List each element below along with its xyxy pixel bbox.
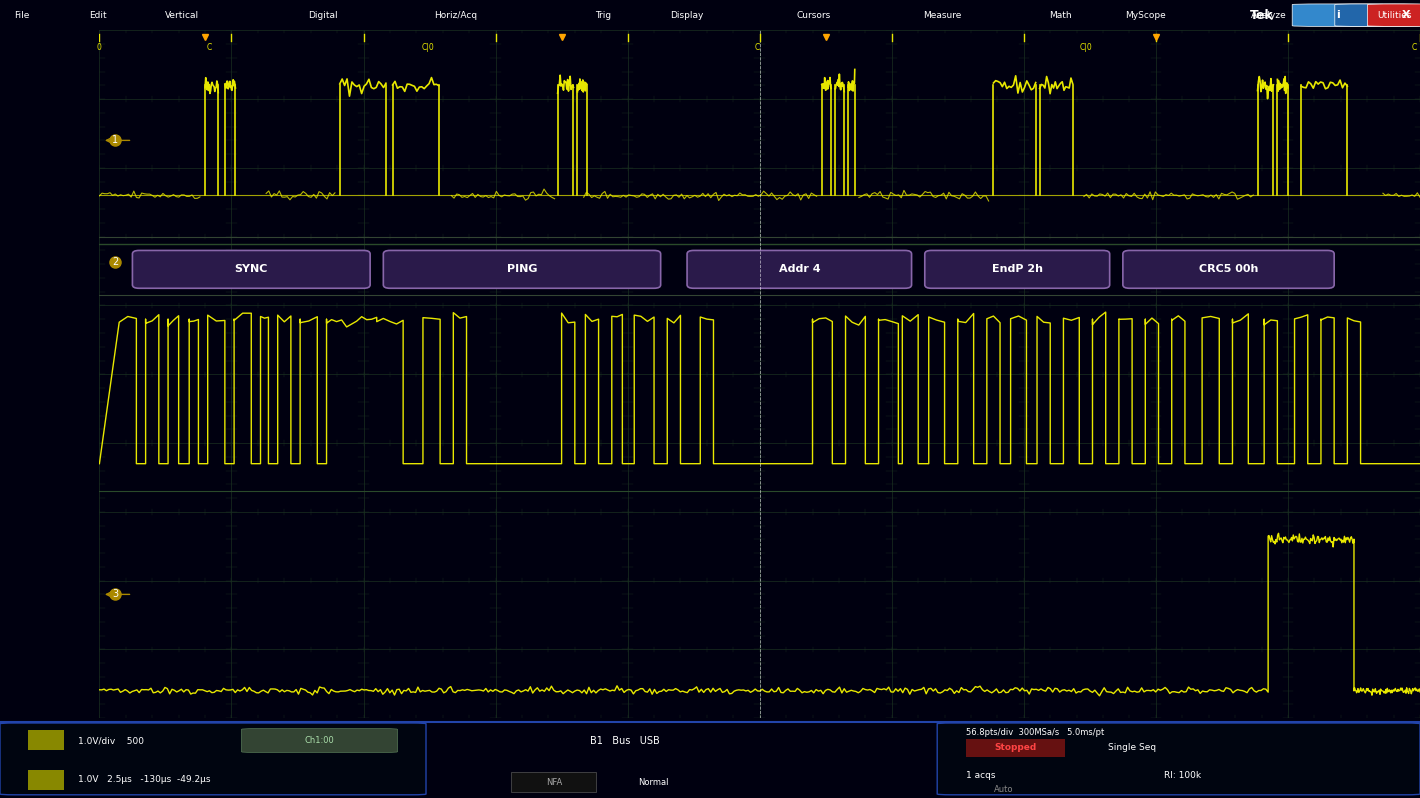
- Text: 0: 0: [97, 43, 102, 52]
- Text: CRC5 00h: CRC5 00h: [1198, 264, 1258, 275]
- Text: X: X: [1402, 10, 1411, 20]
- Text: C|0: C|0: [1079, 43, 1092, 52]
- Text: Edit: Edit: [89, 10, 106, 20]
- Text: 1: 1: [112, 136, 118, 145]
- Text: 56.8pts/div  300MSa/s   5.0ms/pt: 56.8pts/div 300MSa/s 5.0ms/pt: [966, 728, 1103, 737]
- Bar: [28, 770, 64, 790]
- Text: Cursors: Cursors: [797, 10, 831, 20]
- Text: 3: 3: [112, 590, 118, 599]
- FancyBboxPatch shape: [1292, 4, 1384, 26]
- Text: 2: 2: [112, 258, 118, 267]
- FancyBboxPatch shape: [1367, 4, 1420, 26]
- FancyBboxPatch shape: [687, 251, 912, 288]
- Text: 1.0V   2.5μs   -130μs  -49.2μs: 1.0V 2.5μs -130μs -49.2μs: [78, 775, 210, 784]
- Text: PING: PING: [507, 264, 537, 275]
- Text: i: i: [1336, 10, 1340, 20]
- FancyBboxPatch shape: [0, 723, 426, 795]
- Text: Vertical: Vertical: [165, 10, 199, 20]
- FancyBboxPatch shape: [241, 729, 398, 753]
- Text: Ch1:00: Ch1:00: [305, 736, 334, 745]
- Text: File: File: [14, 10, 30, 20]
- Text: Auto: Auto: [994, 785, 1014, 794]
- Text: B1   Bus   USB: B1 Bus USB: [589, 736, 660, 745]
- FancyBboxPatch shape: [1123, 251, 1335, 288]
- Text: Tek: Tek: [1250, 9, 1274, 22]
- FancyBboxPatch shape: [1335, 4, 1420, 26]
- Text: Digital: Digital: [308, 10, 338, 20]
- Text: 1.0V/div    500: 1.0V/div 500: [78, 736, 143, 745]
- Text: 1 acqs: 1 acqs: [966, 771, 995, 780]
- Text: Utilities: Utilities: [1377, 10, 1411, 20]
- Text: C: C: [754, 43, 760, 52]
- Bar: [966, 739, 1065, 757]
- Text: Normal: Normal: [638, 777, 669, 787]
- Text: NFA: NFA: [545, 777, 562, 787]
- Text: Display: Display: [670, 10, 704, 20]
- Text: C|0: C|0: [422, 43, 435, 52]
- Text: Trig: Trig: [595, 10, 611, 20]
- Text: Addr 4: Addr 4: [778, 264, 821, 275]
- FancyBboxPatch shape: [924, 251, 1109, 288]
- Text: Measure: Measure: [923, 10, 961, 20]
- FancyBboxPatch shape: [383, 251, 660, 288]
- Text: Single Seq: Single Seq: [1108, 743, 1156, 753]
- Bar: [28, 730, 64, 750]
- Text: MyScope: MyScope: [1125, 10, 1166, 20]
- Text: EndP 2h: EndP 2h: [991, 264, 1042, 275]
- Text: C: C: [1411, 43, 1417, 52]
- Text: C: C: [206, 43, 212, 52]
- Text: Stopped: Stopped: [994, 743, 1037, 753]
- Text: SYNC: SYNC: [234, 264, 268, 275]
- Text: Math: Math: [1049, 10, 1072, 20]
- Text: Horiz/Acq: Horiz/Acq: [435, 10, 477, 20]
- Text: Analyze: Analyze: [1251, 10, 1287, 20]
- Bar: [511, 772, 596, 792]
- FancyBboxPatch shape: [937, 723, 1420, 795]
- FancyBboxPatch shape: [132, 251, 371, 288]
- Text: Rl: 100k: Rl: 100k: [1164, 771, 1201, 780]
